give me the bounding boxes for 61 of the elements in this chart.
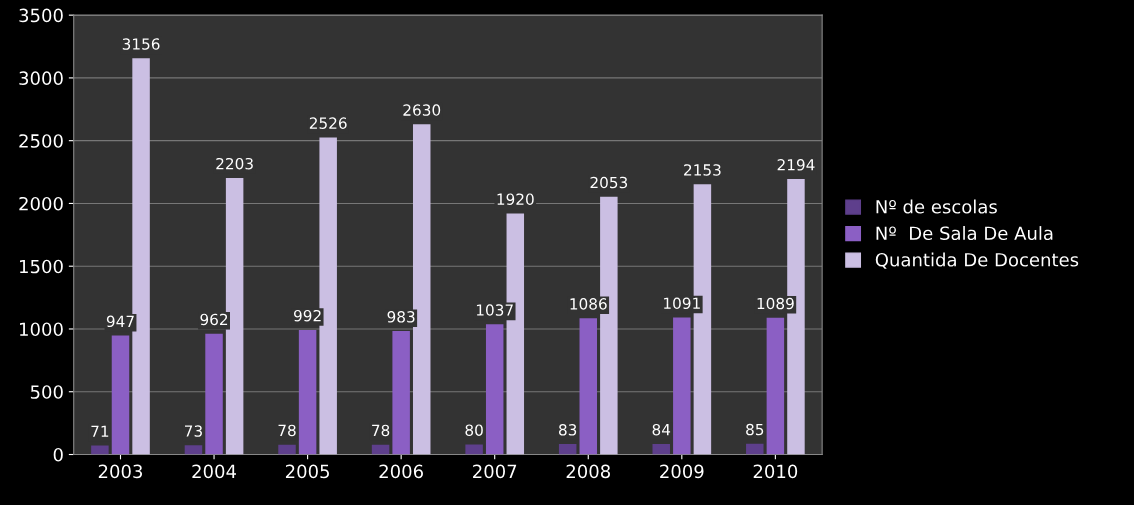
y-tick-label: 2500 <box>19 134 63 148</box>
bar <box>225 177 244 455</box>
data-label: 983 <box>387 311 415 323</box>
legend-label: Nº de escolas <box>876 199 997 214</box>
data-label: 71 <box>91 425 109 437</box>
bar <box>319 137 337 455</box>
bar <box>91 445 109 455</box>
data-label: 962 <box>200 313 228 326</box>
x-tick-label: 2006 <box>379 464 423 479</box>
data-label: 1037 <box>476 304 513 316</box>
bar <box>184 445 203 455</box>
bar <box>652 443 670 455</box>
y-tick-label: 3500 <box>19 8 63 23</box>
data-label: 73 <box>184 425 202 437</box>
data-label: 78 <box>372 424 390 437</box>
data-label: 80 <box>465 424 483 436</box>
x-tick-label: 2007 <box>473 464 517 479</box>
legend-label: Nº De Sala De Aula <box>876 226 1053 241</box>
data-label: 1920 <box>497 193 534 205</box>
y-tick-label: 1500 <box>20 259 63 274</box>
x-tick-label: 2009 <box>660 464 704 479</box>
x-tick-label: 2005 <box>285 464 329 479</box>
legend-label: Quantida De Docentes <box>875 252 1079 269</box>
bar <box>485 324 504 455</box>
data-label: 2203 <box>216 157 253 170</box>
y-tick-label: 0 <box>53 447 63 462</box>
data-label: 2630 <box>403 104 441 116</box>
data-label: 84 <box>652 423 671 436</box>
data-label: 85 <box>746 423 764 436</box>
bar <box>673 317 691 455</box>
x-tick-label: 2004 <box>192 464 236 479</box>
data-label: 1086 <box>570 298 607 310</box>
bar <box>558 444 577 455</box>
x-tick-label: 2010 <box>753 464 798 479</box>
bar <box>205 333 223 455</box>
x-tick-label: 2008 <box>566 464 610 479</box>
y-tick-label: 1000 <box>20 322 63 337</box>
y-tick-label: 500 <box>30 385 63 399</box>
bar <box>579 318 598 455</box>
x-tick-label: 2003 <box>98 464 143 479</box>
data-label: 992 <box>293 309 321 322</box>
data-label: 78 <box>278 424 296 437</box>
data-label: 2153 <box>684 164 721 176</box>
data-label: 3156 <box>122 38 160 50</box>
data-label: 2526 <box>309 117 347 129</box>
bar <box>278 444 296 455</box>
data-label: 2053 <box>590 176 628 189</box>
data-label: 83 <box>559 424 577 436</box>
bar <box>132 58 150 455</box>
y-tick-label: 3000 <box>19 71 63 86</box>
bar <box>766 317 785 455</box>
bar <box>746 443 764 455</box>
data-label: 2194 <box>777 159 815 171</box>
bar <box>465 444 483 455</box>
data-label: 947 <box>106 315 134 328</box>
bar <box>392 331 410 455</box>
bar <box>111 335 130 455</box>
y-tick-label: 2000 <box>19 196 63 211</box>
data-label: 1089 <box>757 297 794 310</box>
data-label: 1091 <box>664 297 700 310</box>
bar <box>298 329 317 455</box>
